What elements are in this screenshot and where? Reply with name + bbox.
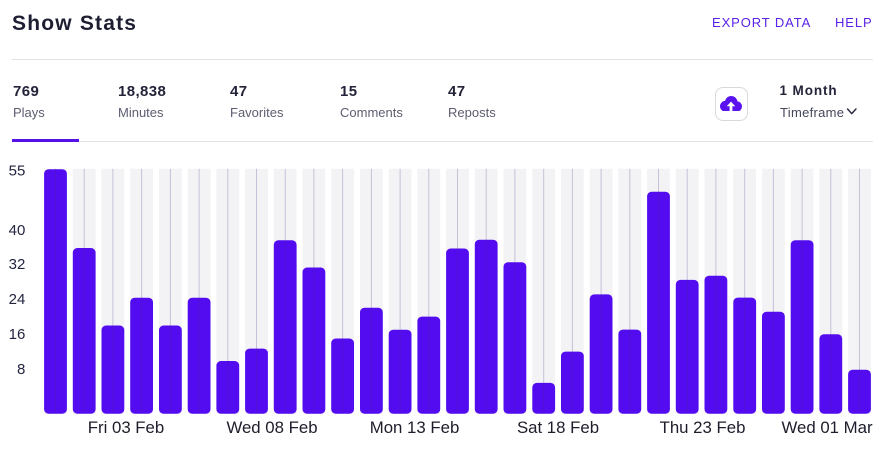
svg-text:Wed 08 Feb: Wed 08 Feb [226,418,317,437]
svg-text:40: 40 [9,222,26,239]
svg-text:Thu 23 Feb: Thu 23 Feb [660,418,746,437]
svg-text:55: 55 [9,162,26,179]
svg-text:Sat 18 Feb: Sat 18 Feb [517,418,599,437]
svg-text:Fri 03 Feb: Fri 03 Feb [88,418,164,437]
svg-text:Wed 01 Mar: Wed 01 Mar [781,418,873,437]
svg-text:32: 32 [9,256,26,273]
svg-text:16: 16 [9,326,26,343]
svg-text:8: 8 [17,361,25,378]
svg-text:24: 24 [9,291,26,308]
svg-text:Mon 13 Feb: Mon 13 Feb [370,418,460,437]
